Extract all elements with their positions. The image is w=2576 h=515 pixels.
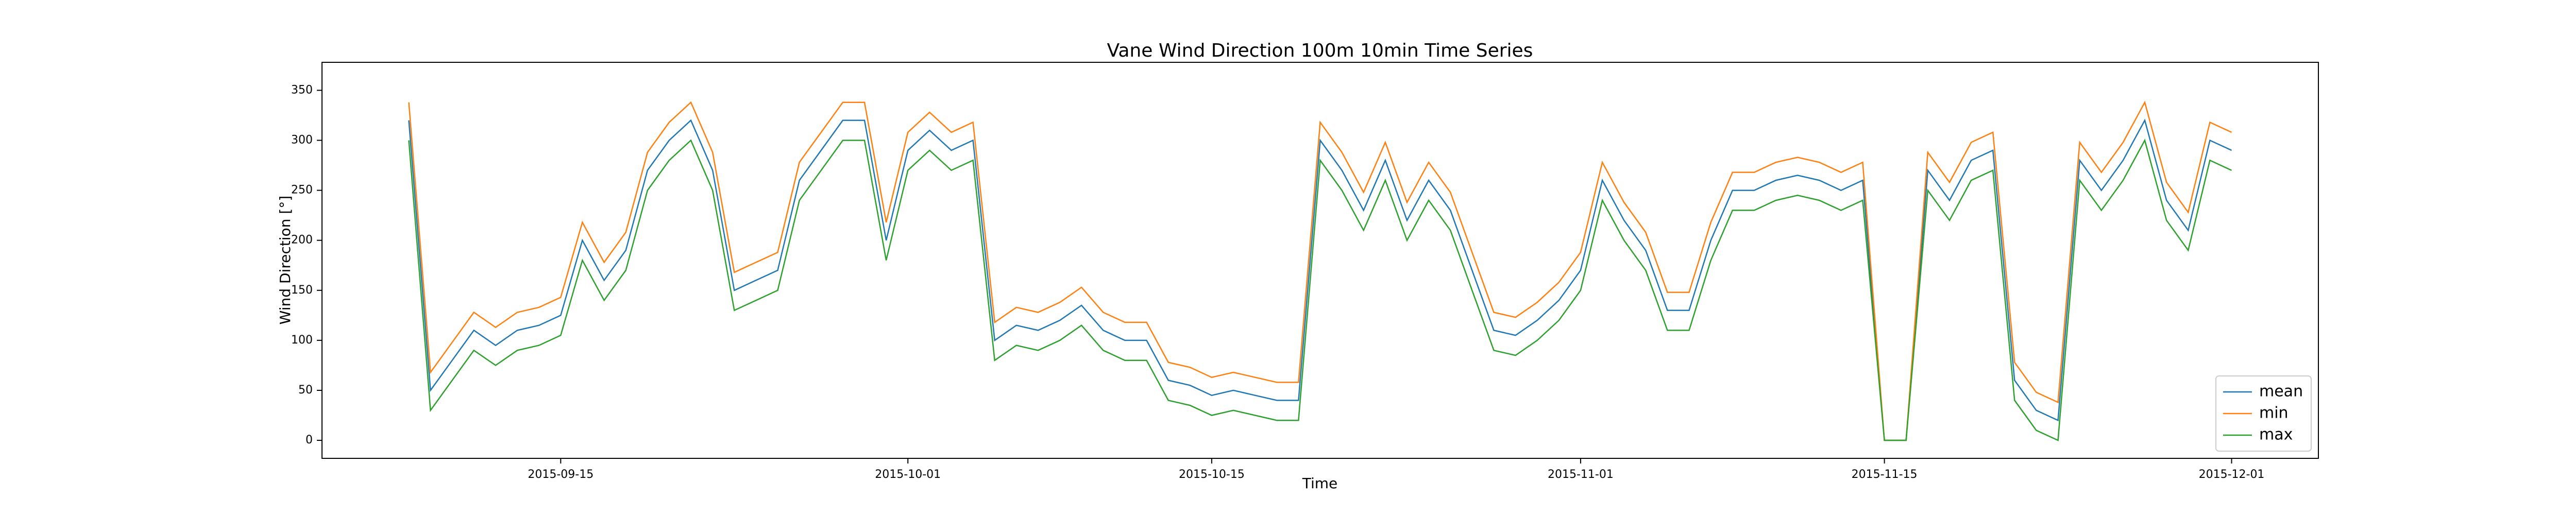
y-tick-label: 0 — [306, 434, 313, 447]
series-line — [408, 139, 2232, 441]
x-tick-label: 2015-09-15 — [528, 468, 594, 481]
legend-label: max — [2259, 426, 2293, 444]
x-tick-label: 2015-11-15 — [1852, 468, 1918, 481]
y-tick-label: 350 — [291, 83, 313, 96]
legend-label: mean — [2259, 383, 2303, 401]
x-tick-label: 2015-10-15 — [1179, 468, 1245, 481]
x-tick-label: 2015-12-01 — [2199, 468, 2265, 481]
x-tick-label: 2015-10-01 — [875, 468, 941, 481]
plot-frame — [321, 62, 2319, 459]
y-axis-label: Wind Direction [°] — [277, 196, 294, 325]
y-tick-label: 150 — [291, 284, 313, 297]
legend-box — [2215, 375, 2312, 452]
chart-title: Vane Wind Direction 100m 10min Time Seri… — [1107, 40, 1533, 61]
x-axis-label: Time — [1302, 475, 1338, 492]
y-tick-label: 50 — [298, 384, 313, 397]
series-line — [408, 118, 2232, 441]
y-tick-label: 200 — [291, 234, 313, 247]
legend-label: min — [2259, 404, 2289, 422]
y-tick-label: 250 — [291, 184, 313, 197]
x-tick-label: 2015-11-01 — [1548, 468, 1614, 481]
y-tick-label: 300 — [291, 133, 313, 146]
series-line — [408, 100, 2232, 441]
y-tick-label: 100 — [291, 334, 313, 347]
